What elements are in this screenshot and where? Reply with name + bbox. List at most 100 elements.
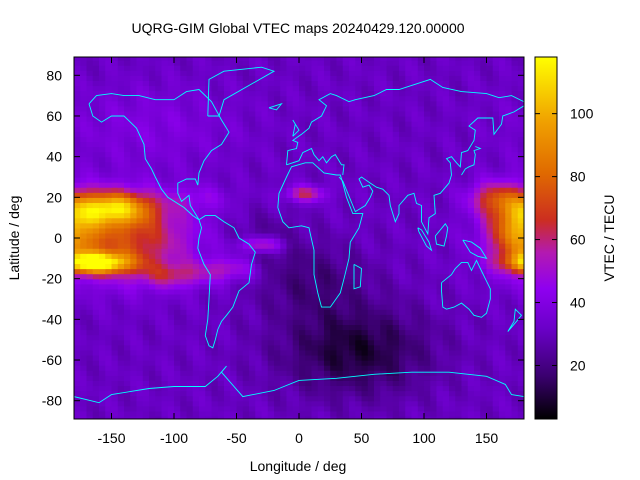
heatmap-cell xyxy=(99,75,106,81)
heatmap-cell xyxy=(192,319,200,326)
heatmap-cell xyxy=(405,217,413,224)
heatmap-cell xyxy=(305,278,313,285)
heatmap-cell xyxy=(517,232,524,239)
heatmap-cell xyxy=(480,288,488,295)
heatmap-cell xyxy=(424,380,431,387)
heatmap-cell xyxy=(186,105,194,112)
heatmap-cell xyxy=(224,238,231,244)
heatmap-cell xyxy=(461,207,469,214)
heatmap-cell xyxy=(330,227,338,234)
heatmap-cell xyxy=(280,217,288,224)
heatmap-cell xyxy=(99,405,106,412)
heatmap-cell xyxy=(80,70,88,76)
heatmap-cell xyxy=(349,309,356,315)
heatmap-cell xyxy=(111,339,119,346)
heatmap-cell xyxy=(505,365,513,371)
heatmap-cell xyxy=(355,304,363,310)
heatmap-cell xyxy=(480,375,488,381)
heatmap-cell xyxy=(155,344,163,351)
heatmap-cell xyxy=(486,217,494,224)
heatmap-cell xyxy=(280,243,288,249)
heatmap-cell xyxy=(317,75,325,81)
heatmap-cell xyxy=(199,293,206,300)
heatmap-cell xyxy=(230,385,238,392)
heatmap-cell xyxy=(136,329,144,336)
heatmap-cell xyxy=(192,283,200,290)
heatmap-cell xyxy=(217,288,225,295)
heatmap-cell xyxy=(417,349,425,356)
heatmap-cell xyxy=(411,288,419,295)
heatmap-cell xyxy=(261,110,269,117)
heatmap-cell xyxy=(505,70,513,76)
heatmap-cell xyxy=(311,380,319,387)
heatmap-cell xyxy=(480,207,488,214)
heatmap-cell xyxy=(136,65,144,71)
heatmap-cell xyxy=(461,253,469,259)
heatmap-cell xyxy=(242,80,250,87)
heatmap-cell xyxy=(99,166,106,173)
heatmap-cell xyxy=(86,395,94,402)
heatmap-cell xyxy=(155,365,163,371)
heatmap-cell xyxy=(317,100,325,107)
heatmap-cell xyxy=(224,390,231,397)
heatmap-cell xyxy=(461,131,469,137)
heatmap-cell xyxy=(424,243,431,249)
heatmap-cell xyxy=(455,151,463,158)
heatmap-cell xyxy=(74,187,81,193)
heatmap-cell xyxy=(155,299,163,305)
heatmap-cell xyxy=(280,75,288,81)
heatmap-cell xyxy=(149,146,156,153)
heatmap-cell xyxy=(355,105,363,112)
heatmap-cell xyxy=(111,395,119,402)
heatmap-cell xyxy=(380,390,388,397)
heatmap-cell xyxy=(405,410,413,417)
heatmap-cell xyxy=(92,253,100,259)
heatmap-cell xyxy=(474,385,481,392)
heatmap-cell xyxy=(505,395,513,402)
heatmap-cell xyxy=(186,182,194,188)
heatmap-cell xyxy=(361,131,369,137)
heatmap-cell xyxy=(130,248,138,254)
heatmap-cell xyxy=(280,90,288,97)
heatmap-cell xyxy=(317,395,325,402)
heatmap-cell xyxy=(186,395,194,402)
heatmap-cell xyxy=(361,415,369,419)
heatmap-cell xyxy=(161,329,169,336)
heatmap-cell xyxy=(380,365,388,371)
heatmap-cell xyxy=(74,232,81,239)
heatmap-cell xyxy=(486,80,494,87)
heatmap-cell xyxy=(361,405,369,412)
heatmap-cell xyxy=(255,105,263,112)
heatmap-cell xyxy=(355,410,363,417)
heatmap-cell xyxy=(136,293,144,300)
heatmap-cell xyxy=(249,238,256,244)
heatmap-cell xyxy=(505,370,513,376)
heatmap-cell xyxy=(449,217,456,224)
heatmap-cell xyxy=(505,197,513,204)
heatmap-cell xyxy=(192,339,200,346)
heatmap-cell xyxy=(274,100,281,107)
heatmap-cell xyxy=(511,197,519,204)
heatmap-cell xyxy=(424,410,431,417)
heatmap-cell xyxy=(480,370,488,376)
heatmap-cell xyxy=(424,141,431,148)
heatmap-cell xyxy=(242,365,250,371)
heatmap-cell xyxy=(355,253,363,259)
heatmap-cell xyxy=(217,354,225,361)
heatmap-cell xyxy=(467,253,475,259)
heatmap-cell xyxy=(492,166,500,173)
heatmap-cell xyxy=(317,248,325,254)
heatmap-cell xyxy=(236,238,244,244)
heatmap-cell xyxy=(205,258,213,265)
heatmap-cell xyxy=(174,324,181,331)
heatmap-cell xyxy=(86,380,94,387)
heatmap-cell xyxy=(417,339,425,346)
heatmap-cell xyxy=(349,156,356,163)
heatmap-cell xyxy=(224,248,231,254)
heatmap-cell xyxy=(424,334,431,341)
heatmap-cell xyxy=(511,121,519,127)
heatmap-cell xyxy=(142,334,150,341)
heatmap-cell xyxy=(336,405,344,412)
heatmap-cell xyxy=(336,370,344,376)
